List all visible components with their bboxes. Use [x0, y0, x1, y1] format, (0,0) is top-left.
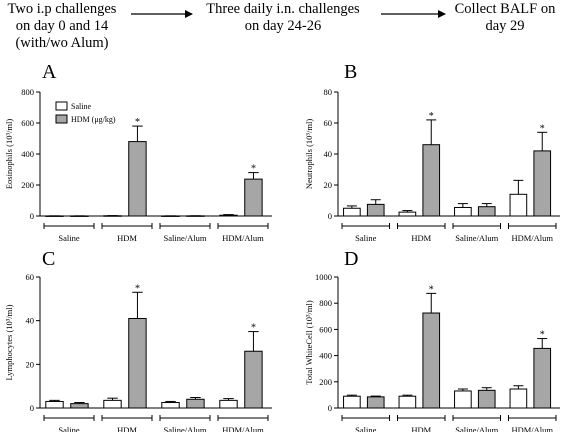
bar-hdm-3	[533, 150, 552, 217]
y-axis-label: Neutrophils (10³/ml)	[304, 119, 314, 189]
bar-hdm-2	[186, 398, 205, 409]
step-3-line-2: day 29	[485, 18, 524, 34]
legend-swatch-hdm	[55, 114, 68, 124]
y-tick-label: 40	[324, 149, 333, 159]
bar-hdm-0	[366, 396, 385, 409]
y-tick-label: 0	[30, 211, 34, 221]
panel-label: C	[42, 248, 55, 270]
significance-star: *	[135, 117, 140, 128]
bar-hdm-3	[244, 350, 263, 409]
y-tick-label: 400	[21, 149, 34, 159]
step-2-line-1: Three daily i.n. challenges	[206, 1, 360, 17]
y-tick-label: 0	[328, 211, 332, 221]
significance-star: *	[429, 111, 434, 122]
y-axis-label: Eosinophils (10³/ml)	[4, 119, 14, 189]
significance-star: *	[135, 283, 140, 294]
bar-hdm-1	[422, 144, 441, 217]
legend-label-saline: Saline	[71, 102, 91, 111]
step-1-line-2: on day 0 and 14	[16, 18, 109, 34]
y-tick-label: 0	[328, 403, 332, 413]
y-tick-label: 200	[319, 377, 332, 387]
bar-saline-2	[454, 390, 472, 409]
group-label: HDM/Alum	[511, 233, 553, 243]
legend-swatch-saline	[55, 101, 68, 111]
bar-hdm-2	[477, 206, 496, 217]
y-tick-label: 60	[324, 118, 333, 128]
group-label: HDM/Alum	[222, 425, 264, 432]
group-label: HDM	[117, 425, 137, 432]
group-label: HDM	[411, 233, 431, 243]
y-tick-label: 80	[324, 87, 333, 97]
y-tick-label: 600	[21, 118, 34, 128]
group-label: Saline	[58, 425, 79, 432]
bar-hdm-3	[244, 178, 263, 217]
panel-b: B 0 20 40 60 80 Neutrophils (10³/ml) Saline * HDM…	[304, 61, 560, 243]
bar-saline-1	[103, 399, 122, 409]
bar-hdm-1	[422, 312, 441, 409]
group-label: Saline	[355, 233, 376, 243]
y-tick-label: 800	[319, 298, 332, 308]
y-tick-label: 800	[21, 87, 34, 97]
panel-label: A	[42, 61, 57, 83]
group-label: Saline	[58, 233, 79, 243]
bar-saline-3	[509, 193, 528, 217]
group-label: Saline/Alum	[455, 233, 498, 243]
bar-saline-1	[398, 211, 417, 217]
legend-label-hdm: HDM (μg/kg)	[71, 115, 116, 124]
panel-label: B	[344, 61, 357, 83]
bar-hdm-1	[128, 141, 147, 217]
bar-hdm-1	[128, 317, 147, 409]
panel-label: D	[344, 248, 358, 270]
y-tick-label: 20	[26, 359, 35, 369]
group-label: Saline/Alum	[455, 425, 498, 432]
bar-saline-3	[219, 214, 238, 217]
significance-star: *	[251, 323, 256, 334]
bar-saline-3	[509, 388, 528, 409]
panel-a: A 0 200 400 600 800 Eosinophils (10³/ml) Saline…	[4, 61, 272, 243]
group-label: HDM	[117, 233, 137, 243]
bar-hdm-0	[70, 403, 89, 409]
bar-saline-2	[161, 402, 180, 409]
protocol-header: Two i.p challenges on day 0 and 14 (with…	[8, 1, 557, 51]
significance-star: *	[540, 330, 545, 341]
group-label: Saline/Alum	[164, 233, 207, 243]
significance-star: *	[540, 123, 545, 134]
y-tick-label: 40	[26, 316, 35, 326]
bar-saline-3	[219, 399, 238, 409]
significance-star: *	[429, 284, 434, 295]
bar-hdm-3	[533, 347, 552, 409]
significance-star: *	[251, 164, 256, 175]
bar-saline-2	[454, 206, 472, 217]
step-2-line-2: on day 24-26	[245, 18, 322, 34]
panel-c: C 0 20 40 60 Lymphocytes (10³/ml) Saline * HDM Sa…	[4, 248, 272, 432]
step-3-line-1: Collect BALF on	[455, 1, 556, 17]
panel-d: D 0 200 400 600 800 1000 Total WhiteCell (10³/m…	[304, 248, 560, 432]
y-tick-label: 200	[21, 180, 34, 190]
step-1-line-3: (with/wo Alum)	[15, 35, 108, 51]
y-tick-label: 0	[30, 403, 34, 413]
group-label: HDM	[411, 425, 431, 432]
y-tick-label: 400	[319, 351, 332, 361]
y-tick-label: 20	[324, 180, 333, 190]
bar-hdm-0	[366, 203, 385, 217]
group-label: Saline	[355, 425, 376, 432]
group-label: Saline/Alum	[164, 425, 207, 432]
group-label: HDM/Alum	[222, 233, 264, 243]
bar-saline-1	[398, 395, 417, 409]
y-tick-label: 1000	[315, 272, 332, 282]
bar-saline-0	[343, 395, 361, 409]
y-axis-label: Total WhiteCell (10³/ml)	[304, 300, 314, 385]
bar-hdm-2	[477, 389, 496, 409]
bar-saline-0	[343, 207, 361, 217]
y-tick-label: 600	[319, 324, 332, 334]
bar-saline-0	[45, 400, 64, 409]
legend: Saline HDM (μg/kg)	[55, 101, 116, 124]
y-axis-label: Lymphocytes (10³/ml)	[4, 304, 14, 380]
step-1-line-1: Two i.p challenges	[8, 1, 117, 17]
y-tick-label: 60	[26, 272, 35, 282]
group-label: HDM/Alum	[511, 425, 553, 432]
